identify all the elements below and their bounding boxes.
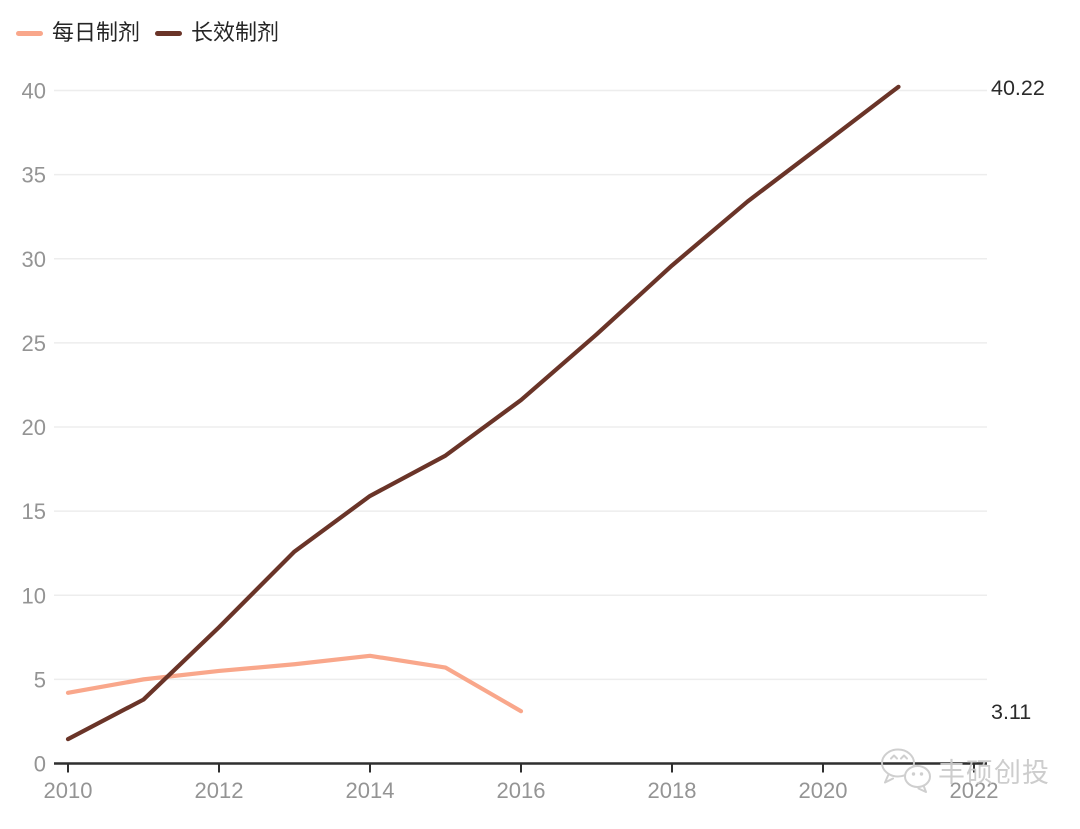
x-axis-tick-label: 2014 — [346, 778, 395, 803]
x-axis-tick-label: 2020 — [799, 778, 848, 803]
y-axis-tick-label: 35 — [22, 163, 46, 188]
x-axis-tick-label: 2010 — [44, 778, 93, 803]
series-end-value-label: 40.22 — [991, 76, 1045, 100]
y-axis-tick-label: 40 — [22, 79, 46, 104]
legend: 每日制剂 长效制剂 — [16, 22, 279, 44]
x-axis-tick-label: 2012 — [195, 778, 244, 803]
series-line-0 — [65, 653, 524, 714]
legend-item-daily[interactable]: 每日制剂 — [16, 22, 140, 44]
y-axis-tick-label: 10 — [22, 583, 46, 608]
x-axis-tick-label: 2022 — [950, 778, 999, 803]
y-axis-tick-label: 5 — [34, 667, 46, 692]
legend-label-long-acting: 长效制剂 — [191, 20, 280, 45]
y-axis-tick-label: 15 — [22, 499, 46, 524]
series-line-1 — [65, 84, 901, 742]
x-axis-tick-label: 2018 — [648, 778, 697, 803]
legend-label-daily: 每日制剂 — [52, 20, 141, 45]
y-axis-tick-label: 25 — [22, 331, 46, 356]
y-axis-tick-label: 30 — [22, 247, 46, 272]
daily-line-swatch — [16, 30, 43, 36]
y-axis-tick-label: 20 — [22, 415, 46, 440]
x-axis-tick-label: 2016 — [497, 778, 546, 803]
series-end-value-label: 3.11 — [991, 700, 1031, 724]
legend-item-long-acting[interactable]: 长效制剂 — [155, 22, 279, 44]
long-acting-line-swatch — [155, 30, 183, 36]
y-axis-tick-label: 0 — [34, 752, 46, 777]
